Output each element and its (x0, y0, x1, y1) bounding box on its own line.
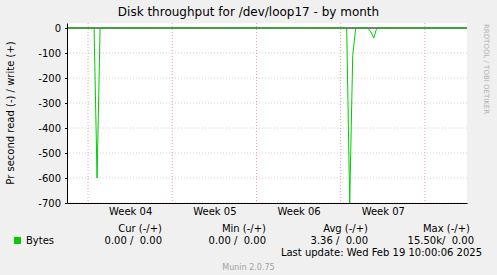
grid-line (67, 178, 467, 179)
last-update: Last update: Wed Feb 19 10:00:06 2025 (281, 247, 482, 258)
stats-value: 0.00 / 0.00 (209, 235, 266, 246)
y-axis: 0 -100 -200 -300 -400 -500 -600 -700 (38, 23, 67, 209)
y-tick-label: -200 (38, 73, 61, 84)
x-tick: Week 05 (193, 203, 236, 217)
x-axis-line (68, 203, 468, 204)
y-tick-mark (65, 28, 67, 29)
stats-value: 0.00 / 0.00 (105, 235, 162, 246)
y-tick-label: -600 (38, 173, 61, 184)
y-axis-title: Pr second read (-) / write (+) (5, 41, 16, 184)
chart: Week 04 Week 05 Week 06 Week 07 0 -100 -200 -30… (0, 0, 497, 275)
watermark: RRDTOOL / TOBI OETIKER (482, 24, 490, 114)
grid-line (67, 103, 467, 104)
y-tick-mark (65, 153, 67, 154)
x-tick: Week 04 (109, 203, 152, 217)
y-tick: -100 (38, 48, 67, 59)
grid-line (67, 78, 467, 79)
stats-value: 15.50k/ 0.00 (408, 235, 474, 246)
y-tick-label: -300 (38, 98, 61, 109)
y-tick-mark (65, 128, 67, 129)
x-tick-label: Week 04 (109, 206, 152, 217)
y-tick-mark (65, 103, 67, 104)
grid-line (67, 153, 467, 154)
y-tick: -700 (38, 198, 67, 209)
y-tick-label: -500 (38, 148, 61, 159)
y-tick: -600 (38, 173, 67, 184)
footer: Munin 2.0.75 (222, 263, 274, 272)
week-separator (340, 23, 341, 203)
stats-value: 3.36 / 0.00 (311, 235, 368, 246)
y-tick: -300 (38, 98, 67, 109)
y-tick-label: 0 (55, 23, 61, 34)
y-tick: -500 (38, 148, 67, 159)
grid-line (67, 203, 467, 204)
y-tick: -400 (38, 123, 67, 134)
title: Disk throughput for /dev/loop17 - by mon… (118, 5, 379, 19)
y-tick-mark (65, 53, 67, 54)
stats-header: Avg (-/+) (323, 223, 368, 234)
stats-header: Min (-/+) (222, 223, 266, 234)
week-separator (172, 23, 173, 203)
grid (67, 23, 467, 203)
legend-swatch (14, 237, 21, 244)
y-tick-label: -100 (38, 48, 61, 59)
series-line (67, 28, 467, 203)
y-tick-mark (65, 78, 67, 79)
x-tick-label: Week 06 (277, 206, 320, 217)
week-separator (256, 23, 257, 203)
grid-line (67, 128, 467, 129)
series-group (67, 28, 467, 203)
y-tick-mark (65, 178, 67, 179)
x-tick-label: Week 05 (193, 206, 236, 217)
week-separator (88, 23, 89, 203)
y-tick-mark (65, 203, 67, 204)
y-tick: -200 (38, 73, 67, 84)
background (0, 0, 497, 275)
plot-area (67, 23, 467, 203)
grid-line (67, 53, 467, 54)
legend-label: Bytes (26, 235, 54, 246)
stats-header: Cur (-/+) (118, 223, 162, 234)
x-tick-label: Week 07 (362, 206, 405, 217)
stats-header: Max (-/+) (423, 223, 470, 234)
x-tick: Week 06 (277, 203, 320, 217)
week-separator (424, 23, 425, 203)
y-tick: 0 (55, 23, 67, 34)
x-axis: Week 04 Week 05 Week 06 Week 07 (68, 203, 468, 217)
y-tick-label: -700 (38, 198, 61, 209)
y-tick-label: -400 (38, 123, 61, 134)
x-tick: Week 07 (362, 203, 405, 217)
y-axis-line (67, 24, 68, 204)
